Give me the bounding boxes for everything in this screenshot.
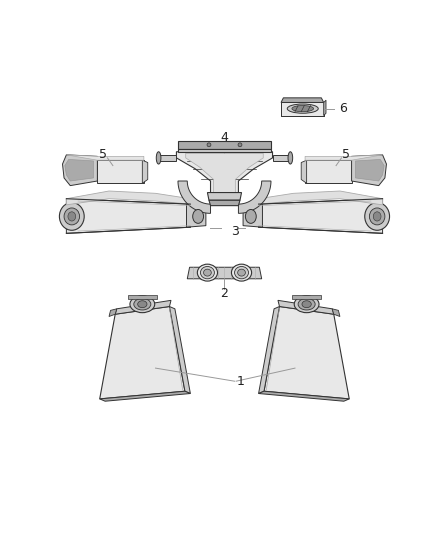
- Ellipse shape: [302, 301, 311, 308]
- Polygon shape: [65, 159, 93, 181]
- Ellipse shape: [130, 296, 155, 313]
- Ellipse shape: [201, 266, 214, 279]
- Polygon shape: [332, 309, 340, 317]
- Polygon shape: [100, 306, 185, 399]
- Ellipse shape: [298, 298, 315, 310]
- Ellipse shape: [60, 203, 84, 230]
- Ellipse shape: [235, 266, 248, 279]
- Text: 2: 2: [221, 287, 228, 300]
- Ellipse shape: [156, 152, 161, 164]
- Polygon shape: [278, 301, 334, 314]
- Polygon shape: [97, 160, 144, 183]
- Polygon shape: [186, 154, 263, 192]
- Polygon shape: [243, 204, 262, 227]
- Ellipse shape: [369, 208, 385, 225]
- Ellipse shape: [288, 152, 293, 164]
- Polygon shape: [67, 199, 191, 233]
- Polygon shape: [67, 191, 191, 205]
- Text: 5: 5: [342, 148, 350, 160]
- Polygon shape: [258, 306, 279, 393]
- Text: 5: 5: [99, 148, 107, 160]
- Polygon shape: [292, 295, 321, 299]
- Polygon shape: [352, 155, 386, 185]
- Ellipse shape: [138, 301, 147, 308]
- Polygon shape: [305, 160, 352, 183]
- Ellipse shape: [64, 208, 80, 225]
- Polygon shape: [178, 149, 271, 152]
- Polygon shape: [208, 192, 241, 200]
- Ellipse shape: [365, 203, 389, 230]
- Polygon shape: [281, 98, 324, 102]
- Ellipse shape: [68, 212, 76, 221]
- Ellipse shape: [373, 212, 381, 221]
- Polygon shape: [170, 306, 191, 393]
- Text: 4: 4: [221, 131, 228, 143]
- Ellipse shape: [245, 209, 256, 223]
- Polygon shape: [209, 200, 240, 206]
- Polygon shape: [67, 155, 144, 160]
- Polygon shape: [305, 155, 382, 160]
- Polygon shape: [178, 181, 211, 213]
- Polygon shape: [301, 160, 307, 183]
- Polygon shape: [142, 160, 148, 183]
- Ellipse shape: [238, 143, 242, 147]
- Polygon shape: [356, 159, 384, 181]
- Text: 1: 1: [237, 375, 245, 387]
- Polygon shape: [187, 204, 206, 227]
- Ellipse shape: [238, 269, 245, 276]
- Ellipse shape: [287, 104, 318, 113]
- Polygon shape: [238, 181, 271, 213]
- Polygon shape: [281, 102, 324, 116]
- Polygon shape: [324, 100, 326, 116]
- Polygon shape: [159, 155, 177, 161]
- Polygon shape: [258, 199, 382, 233]
- Polygon shape: [258, 191, 382, 205]
- Polygon shape: [178, 141, 271, 149]
- Polygon shape: [272, 155, 290, 161]
- Polygon shape: [109, 309, 117, 317]
- Ellipse shape: [207, 143, 211, 147]
- Ellipse shape: [294, 296, 319, 313]
- Text: 3: 3: [231, 225, 238, 238]
- Polygon shape: [128, 295, 157, 299]
- Polygon shape: [63, 155, 97, 185]
- Polygon shape: [264, 306, 349, 399]
- Text: 6: 6: [339, 102, 347, 115]
- Ellipse shape: [204, 269, 211, 276]
- Ellipse shape: [193, 209, 204, 223]
- Polygon shape: [115, 301, 171, 314]
- Ellipse shape: [134, 298, 151, 310]
- Ellipse shape: [231, 264, 251, 281]
- Polygon shape: [187, 267, 261, 279]
- Polygon shape: [100, 391, 191, 401]
- Polygon shape: [177, 152, 272, 194]
- Ellipse shape: [292, 106, 314, 112]
- Polygon shape: [281, 102, 324, 116]
- Polygon shape: [258, 391, 349, 401]
- Ellipse shape: [198, 264, 218, 281]
